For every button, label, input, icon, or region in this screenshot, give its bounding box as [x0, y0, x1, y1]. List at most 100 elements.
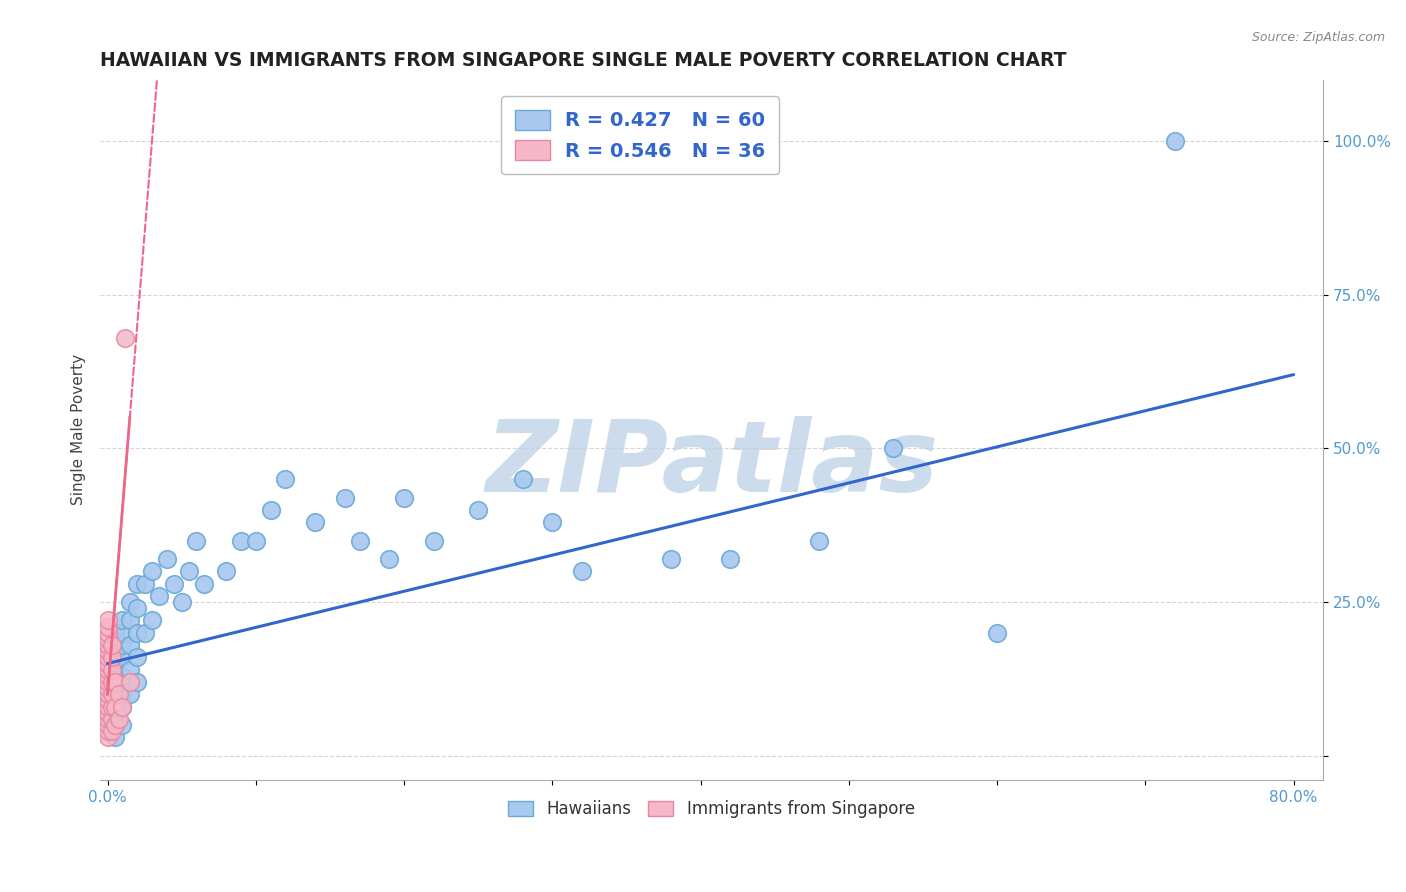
Point — [193, 576, 215, 591]
Point — [101, 712, 124, 726]
Point — [96, 669, 118, 683]
Point — [96, 638, 118, 652]
Point — [141, 614, 163, 628]
Point — [96, 614, 118, 628]
Point — [986, 625, 1008, 640]
Point — [101, 675, 124, 690]
Point — [215, 564, 238, 578]
Point — [101, 650, 124, 665]
Point — [163, 576, 186, 591]
Point — [111, 699, 134, 714]
Point — [134, 625, 156, 640]
Legend: Hawaiians, Immigrants from Singapore: Hawaiians, Immigrants from Singapore — [502, 793, 921, 824]
Point — [114, 331, 136, 345]
Y-axis label: Single Male Poverty: Single Male Poverty — [72, 354, 86, 506]
Point — [422, 533, 444, 548]
Point — [101, 699, 124, 714]
Point — [104, 650, 127, 665]
Point — [96, 724, 118, 739]
Point — [96, 644, 118, 658]
Point — [659, 552, 682, 566]
Point — [127, 650, 149, 665]
Point — [101, 663, 124, 677]
Point — [127, 675, 149, 690]
Point — [104, 706, 127, 720]
Point — [111, 669, 134, 683]
Point — [127, 576, 149, 591]
Point — [245, 533, 267, 548]
Point — [118, 687, 141, 701]
Text: Source: ZipAtlas.com: Source: ZipAtlas.com — [1251, 31, 1385, 45]
Point — [104, 718, 127, 732]
Point — [96, 706, 118, 720]
Point — [118, 675, 141, 690]
Point — [111, 625, 134, 640]
Point — [392, 491, 415, 505]
Point — [108, 687, 131, 701]
Point — [170, 595, 193, 609]
Point — [467, 503, 489, 517]
Point — [141, 564, 163, 578]
Point — [333, 491, 356, 505]
Point — [378, 552, 401, 566]
Point — [148, 589, 170, 603]
Point — [1164, 134, 1187, 148]
Point — [96, 632, 118, 646]
Point — [101, 724, 124, 739]
Point — [96, 681, 118, 695]
Point — [96, 657, 118, 671]
Text: HAWAIIAN VS IMMIGRANTS FROM SINGAPORE SINGLE MALE POVERTY CORRELATION CHART: HAWAIIAN VS IMMIGRANTS FROM SINGAPORE SI… — [100, 51, 1067, 70]
Point — [304, 515, 326, 529]
Point — [118, 638, 141, 652]
Point — [104, 675, 127, 690]
Point — [96, 699, 118, 714]
Point — [101, 687, 124, 701]
Point — [96, 620, 118, 634]
Point — [274, 472, 297, 486]
Point — [571, 564, 593, 578]
Point — [101, 638, 124, 652]
Point — [104, 699, 127, 714]
Point — [104, 675, 127, 690]
Point — [349, 533, 371, 548]
Point — [118, 663, 141, 677]
Point — [156, 552, 179, 566]
Point — [104, 699, 127, 714]
Point — [111, 699, 134, 714]
Point — [96, 687, 118, 701]
Point — [718, 552, 741, 566]
Point — [111, 638, 134, 652]
Point — [808, 533, 831, 548]
Point — [96, 675, 118, 690]
Point — [118, 595, 141, 609]
Point — [882, 442, 904, 456]
Point — [96, 625, 118, 640]
Point — [118, 614, 141, 628]
Point — [96, 712, 118, 726]
Point — [96, 718, 118, 732]
Point — [104, 718, 127, 732]
Point — [96, 650, 118, 665]
Point — [96, 693, 118, 707]
Point — [134, 576, 156, 591]
Point — [541, 515, 564, 529]
Point — [177, 564, 200, 578]
Text: ZIPatlas: ZIPatlas — [485, 417, 938, 514]
Point — [512, 472, 534, 486]
Point — [259, 503, 281, 517]
Point — [111, 650, 134, 665]
Point — [96, 731, 118, 745]
Point — [104, 663, 127, 677]
Point — [127, 625, 149, 640]
Point — [104, 731, 127, 745]
Point — [111, 687, 134, 701]
Point — [186, 533, 208, 548]
Point — [104, 625, 127, 640]
Point — [104, 638, 127, 652]
Point — [229, 533, 252, 548]
Point — [127, 601, 149, 615]
Point — [108, 712, 131, 726]
Point — [111, 614, 134, 628]
Point — [111, 718, 134, 732]
Point — [96, 663, 118, 677]
